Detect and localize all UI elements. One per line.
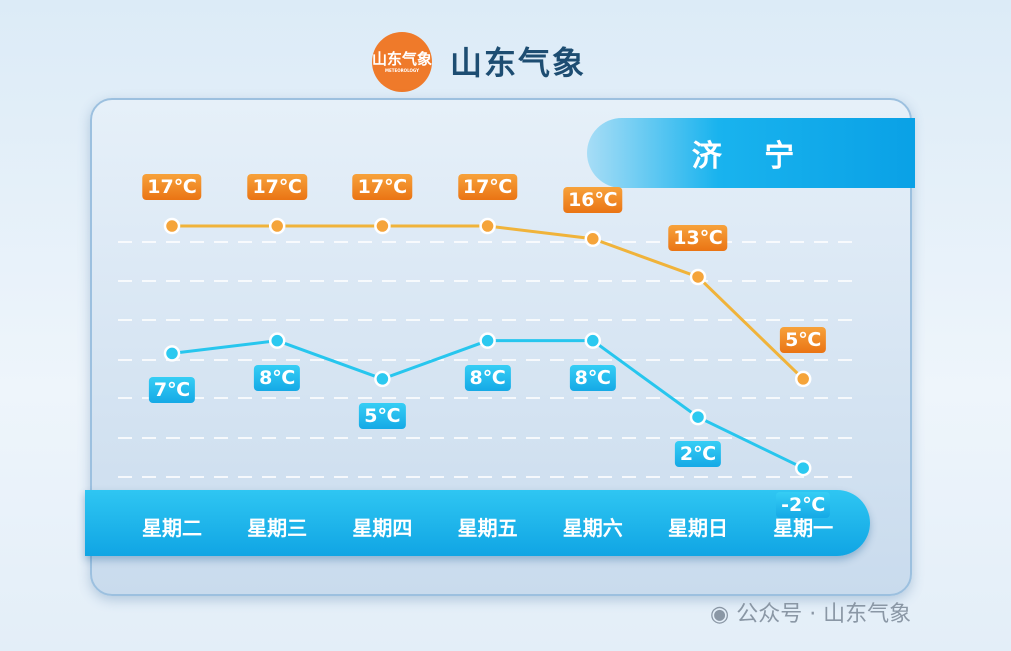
high-point [794,370,812,388]
logo: 山东气象 METEOROLOGY [372,32,432,92]
day-label: 星期二 [142,516,202,540]
low-point [689,408,707,426]
high-temp-label: 17℃ [352,174,413,201]
day-label: 星期三 [247,516,308,540]
day-label: 星期一 [773,516,834,540]
watermark-text: 公众号 · 山东气象 [736,602,912,627]
high-point [689,268,707,286]
high-point [584,230,602,248]
high-point [268,217,286,235]
high-temp-label: 13℃ [668,224,728,251]
high-temp-label: 16℃ [563,186,623,213]
low-point [794,459,812,477]
day-label: 星期四 [352,516,413,540]
day-label: 星期六 [562,516,623,540]
high-temp-label: 5℃ [780,326,827,353]
wechat-icon: ◉ [710,602,730,627]
high-temp-label: 17℃ [457,174,518,201]
high-temp-label: 17℃ [142,174,202,201]
day-bar: 星期二 星期三 星期四 星期五 星期六 星期日 星期一 [85,490,870,556]
watermark: ◉ 公众号 · 山东气象 [710,596,911,628]
low-temp-label: 7℃ [148,377,196,404]
day-label: 星期日 [668,516,728,540]
high-point [374,217,391,235]
city-tab: 济 宁 [587,118,915,188]
logo-subtext: METEOROLOGY [385,68,419,73]
brand-title: 山东气象 [450,44,587,82]
low-temp-label: -2℃ [776,492,831,519]
low-point [479,332,496,349]
low-temp-label: 8℃ [254,364,301,391]
low-temp-label: 8℃ [464,364,511,391]
low-point [584,332,602,349]
low-point [268,332,286,349]
day-label: 星期五 [457,516,518,540]
high-point [163,217,181,235]
low-point [374,370,391,388]
logo-text: 山东气象 [372,50,433,68]
high-point [479,217,496,235]
low-point [163,345,181,362]
low-temp-label: 5℃ [359,402,406,429]
low-temp-label: 8℃ [569,364,616,391]
low-temp-label: 2℃ [674,441,722,468]
high-temp-label: 17℃ [247,174,307,201]
